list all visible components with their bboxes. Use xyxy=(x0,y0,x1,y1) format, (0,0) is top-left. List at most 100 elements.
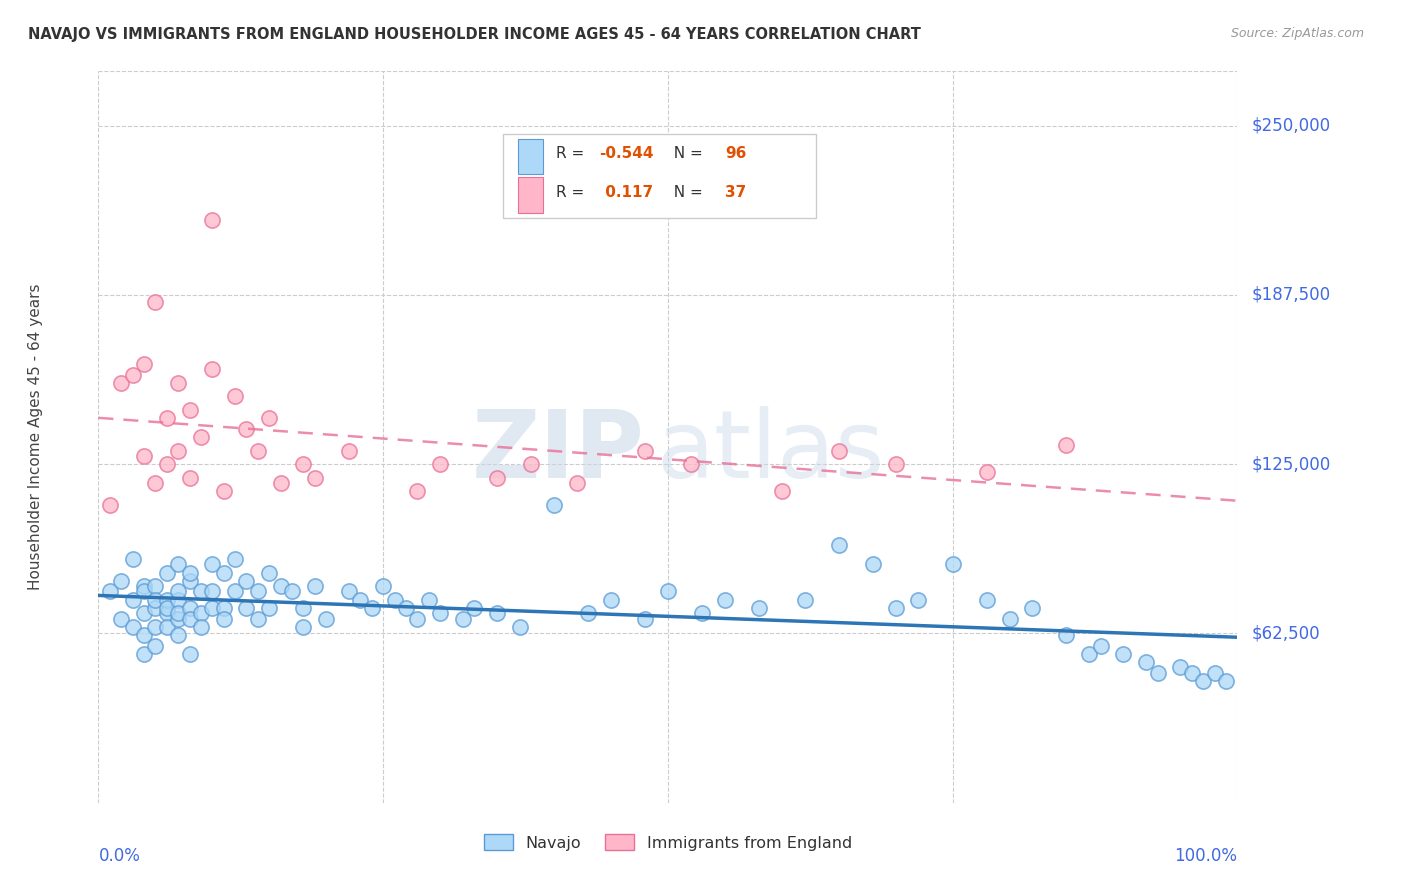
Point xyxy=(292,600,315,615)
Text: R =: R = xyxy=(557,146,589,161)
Point xyxy=(1215,673,1237,688)
Text: $250,000: $250,000 xyxy=(1251,117,1330,135)
Point xyxy=(349,592,371,607)
Point xyxy=(600,592,623,607)
Point xyxy=(828,538,851,552)
Point xyxy=(406,484,429,499)
Text: Source: ZipAtlas.com: Source: ZipAtlas.com xyxy=(1230,27,1364,40)
Point xyxy=(224,552,246,566)
Point xyxy=(371,579,394,593)
Text: 37: 37 xyxy=(725,185,747,200)
Text: atlas: atlas xyxy=(657,406,884,498)
Point xyxy=(98,584,121,599)
Point xyxy=(190,584,212,599)
Point xyxy=(304,471,326,485)
Point xyxy=(132,606,155,620)
Point xyxy=(167,611,190,625)
Point xyxy=(156,606,179,620)
Point xyxy=(259,411,281,425)
Point xyxy=(167,628,190,642)
Point xyxy=(1078,647,1101,661)
Point xyxy=(270,579,292,593)
Point xyxy=(907,592,929,607)
Point xyxy=(121,592,143,607)
Point xyxy=(748,600,770,615)
Point xyxy=(179,471,201,485)
FancyBboxPatch shape xyxy=(503,134,815,218)
Text: -0.544: -0.544 xyxy=(599,146,654,161)
Point xyxy=(304,579,326,593)
Point xyxy=(976,465,998,479)
Point xyxy=(884,457,907,471)
Point xyxy=(121,552,143,566)
Point xyxy=(167,376,190,390)
Point xyxy=(793,592,815,607)
Point xyxy=(1112,647,1135,661)
Point xyxy=(190,620,212,634)
Point xyxy=(406,611,429,625)
Text: R =: R = xyxy=(557,185,589,200)
Point xyxy=(212,566,235,580)
Point xyxy=(121,620,143,634)
Point xyxy=(167,443,190,458)
Point xyxy=(395,600,418,615)
Text: 0.0%: 0.0% xyxy=(98,847,141,864)
Point xyxy=(201,584,224,599)
Point xyxy=(156,620,179,634)
Point xyxy=(110,574,132,588)
Point xyxy=(145,639,167,653)
Point xyxy=(246,443,269,458)
Legend: Navajo, Immigrants from England: Navajo, Immigrants from England xyxy=(478,828,858,857)
FancyBboxPatch shape xyxy=(517,139,543,174)
Point xyxy=(976,592,998,607)
Point xyxy=(121,368,143,382)
Point xyxy=(657,584,679,599)
Point xyxy=(167,584,190,599)
Point xyxy=(145,294,167,309)
Text: $187,500: $187,500 xyxy=(1251,285,1330,304)
Point xyxy=(463,600,485,615)
Point xyxy=(179,611,201,625)
FancyBboxPatch shape xyxy=(517,178,543,212)
Point xyxy=(132,449,155,463)
Text: Householder Income Ages 45 - 64 years: Householder Income Ages 45 - 64 years xyxy=(28,284,44,591)
Point xyxy=(998,611,1021,625)
Point xyxy=(1054,628,1078,642)
Point xyxy=(451,611,474,625)
Text: N =: N = xyxy=(665,146,709,161)
Point xyxy=(235,574,257,588)
Point xyxy=(862,558,884,572)
Point xyxy=(224,389,246,403)
Point xyxy=(1135,655,1157,669)
Point xyxy=(884,600,907,615)
Point xyxy=(292,620,315,634)
Point xyxy=(156,592,179,607)
Point xyxy=(714,592,737,607)
Point xyxy=(509,620,531,634)
Point xyxy=(145,620,167,634)
Point xyxy=(190,606,212,620)
Point xyxy=(179,403,201,417)
Point xyxy=(98,498,121,512)
Point xyxy=(132,579,155,593)
Point xyxy=(246,584,269,599)
Text: ZIP: ZIP xyxy=(472,406,645,498)
Point xyxy=(384,592,406,607)
Point xyxy=(156,566,179,580)
Point xyxy=(132,647,155,661)
Point xyxy=(201,362,224,376)
Point xyxy=(132,357,155,371)
Text: $62,500: $62,500 xyxy=(1251,624,1320,642)
Text: NAVAJO VS IMMIGRANTS FROM ENGLAND HOUSEHOLDER INCOME AGES 45 - 64 YEARS CORRELAT: NAVAJO VS IMMIGRANTS FROM ENGLAND HOUSEH… xyxy=(28,27,921,42)
Point xyxy=(167,592,190,607)
Point xyxy=(132,584,155,599)
Point xyxy=(1204,665,1226,680)
Point xyxy=(246,611,269,625)
Point xyxy=(179,574,201,588)
Point xyxy=(1181,665,1204,680)
Point xyxy=(132,628,155,642)
Point xyxy=(576,606,599,620)
Point xyxy=(634,443,657,458)
Point xyxy=(167,558,190,572)
Point xyxy=(212,611,235,625)
